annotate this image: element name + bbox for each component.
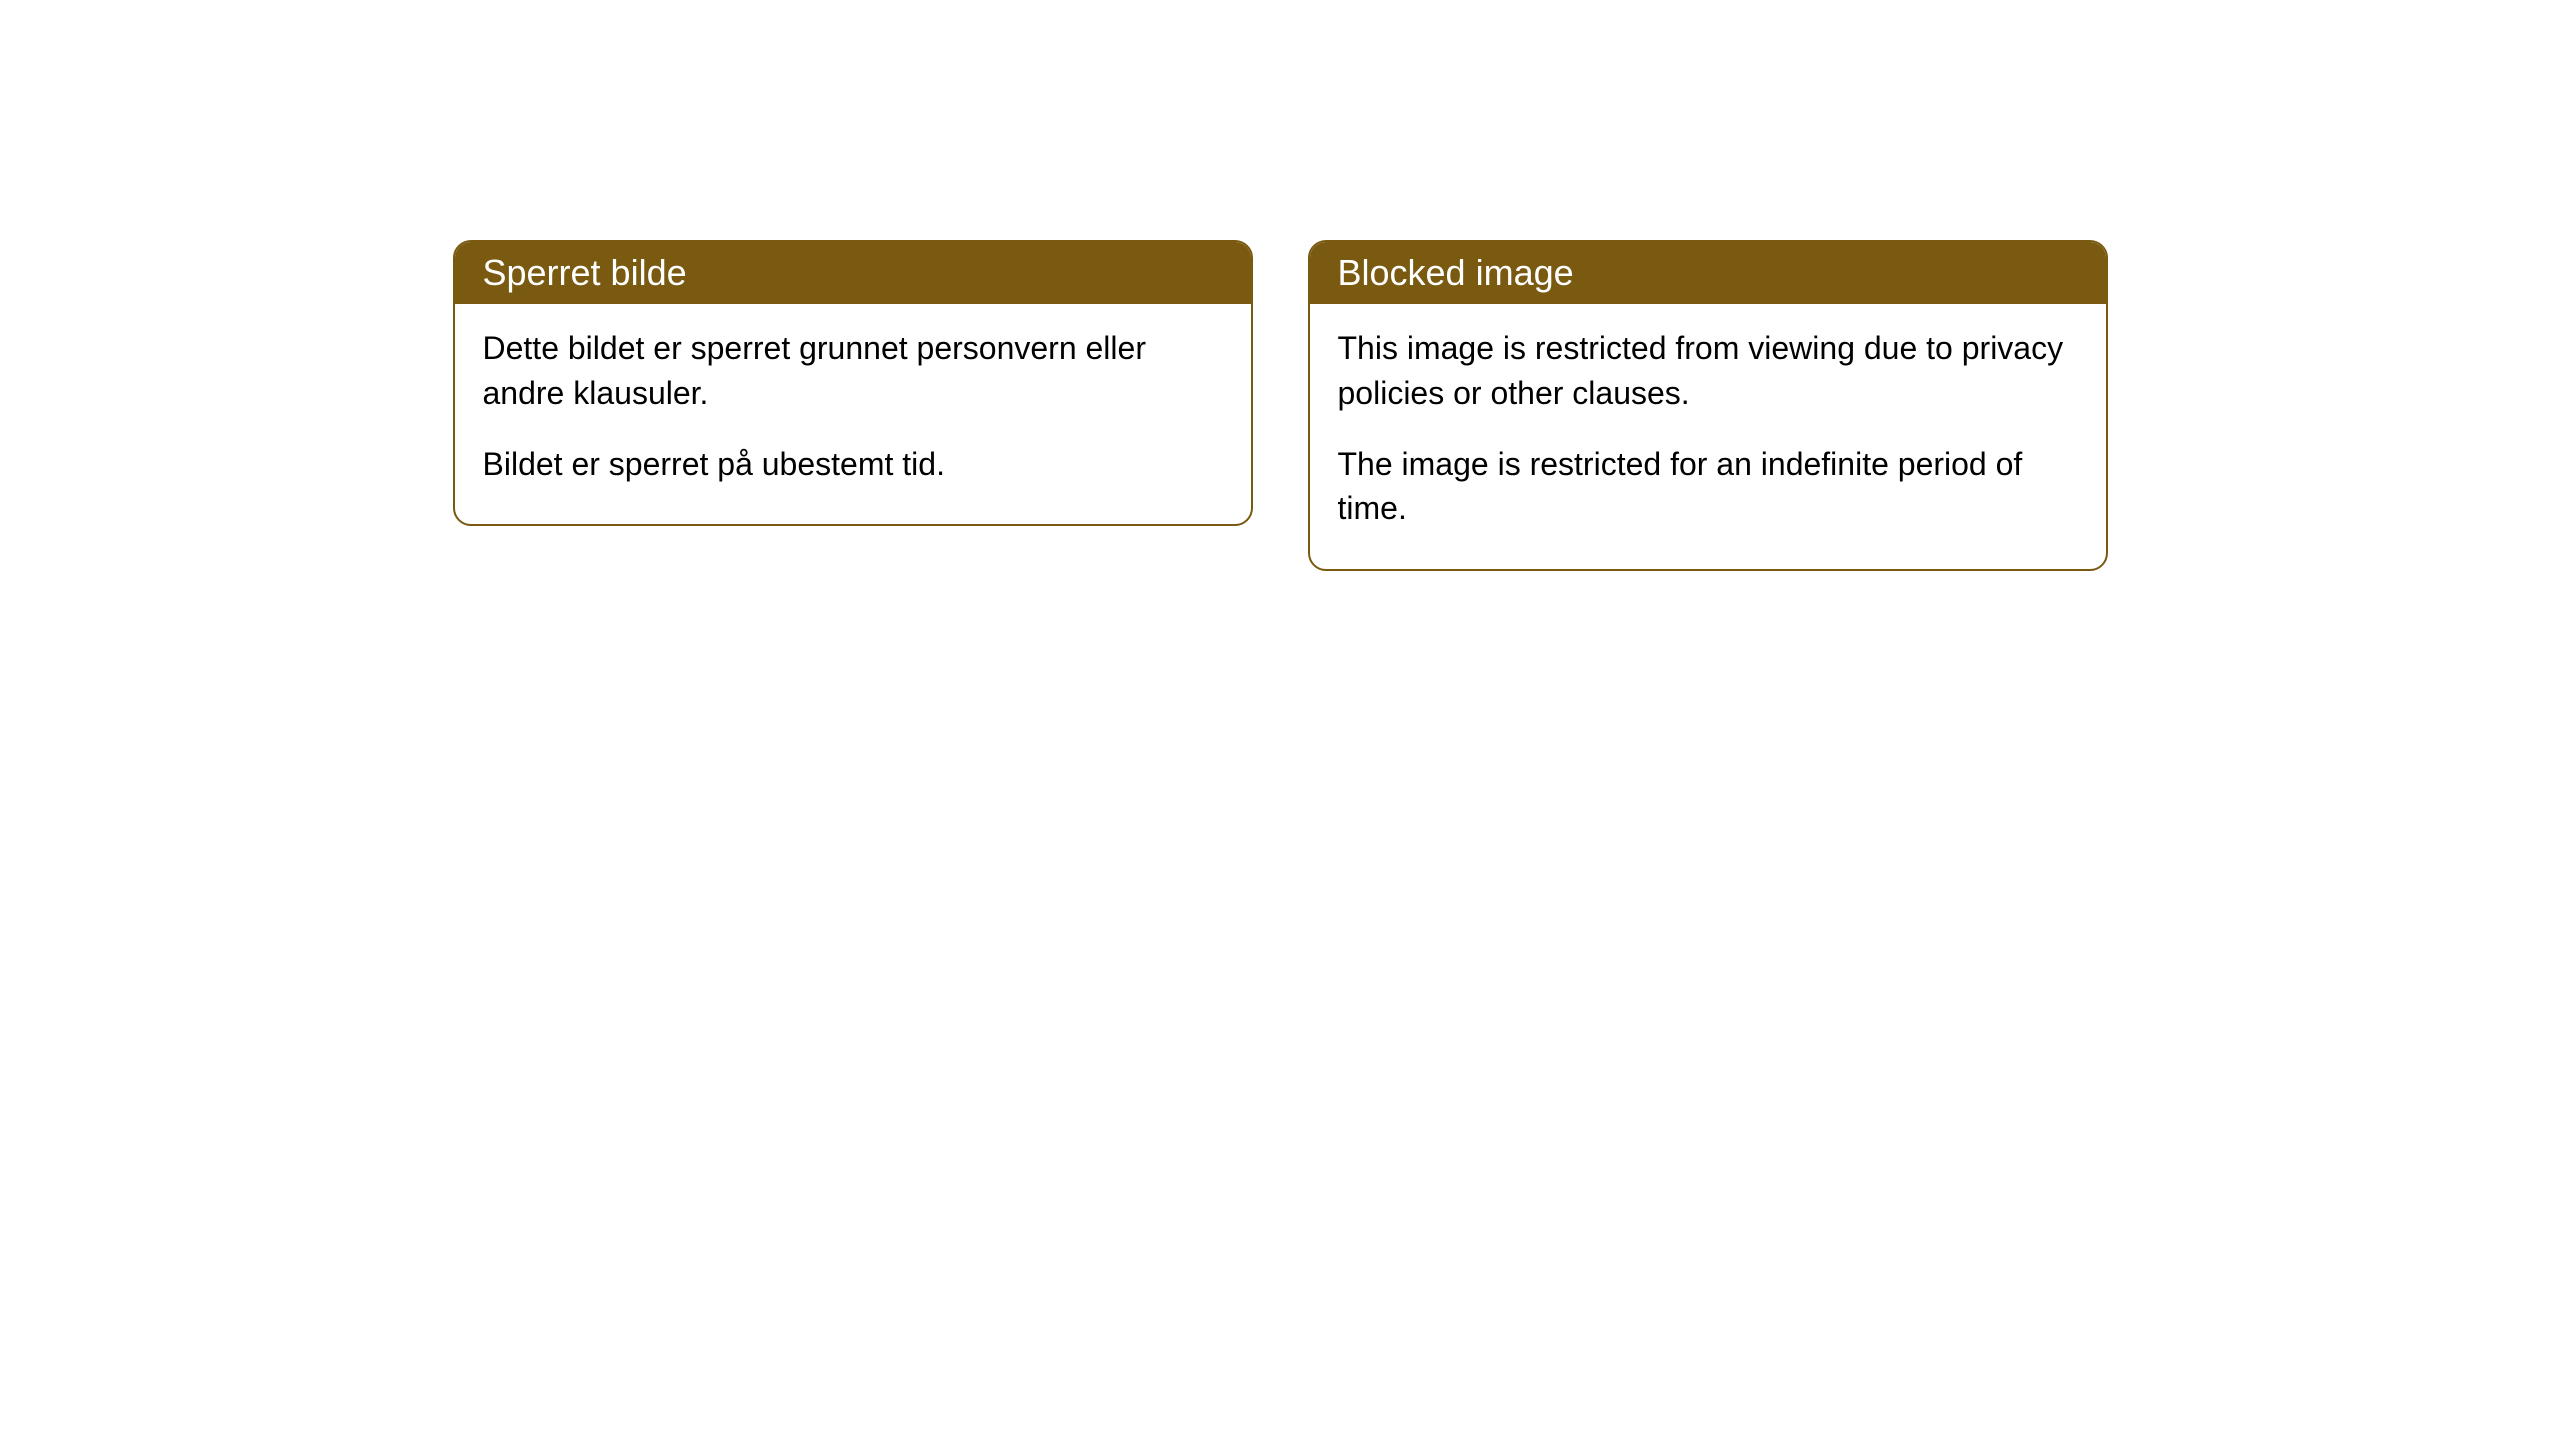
notice-paragraph: Dette bildet er sperret grunnet personve… bbox=[483, 326, 1223, 416]
notice-body: This image is restricted from viewing du… bbox=[1310, 304, 2106, 569]
restricted-image-notice-no: Sperret bilde Dette bildet er sperret gr… bbox=[453, 240, 1253, 526]
notice-title: Sperret bilde bbox=[455, 242, 1251, 304]
notice-title: Blocked image bbox=[1310, 242, 2106, 304]
notice-paragraph: The image is restricted for an indefinit… bbox=[1338, 442, 2078, 532]
notice-paragraph: Bildet er sperret på ubestemt tid. bbox=[483, 442, 1223, 487]
restricted-image-notice-en: Blocked image This image is restricted f… bbox=[1308, 240, 2108, 571]
notice-body: Dette bildet er sperret grunnet personve… bbox=[455, 304, 1251, 524]
notice-paragraph: This image is restricted from viewing du… bbox=[1338, 326, 2078, 416]
